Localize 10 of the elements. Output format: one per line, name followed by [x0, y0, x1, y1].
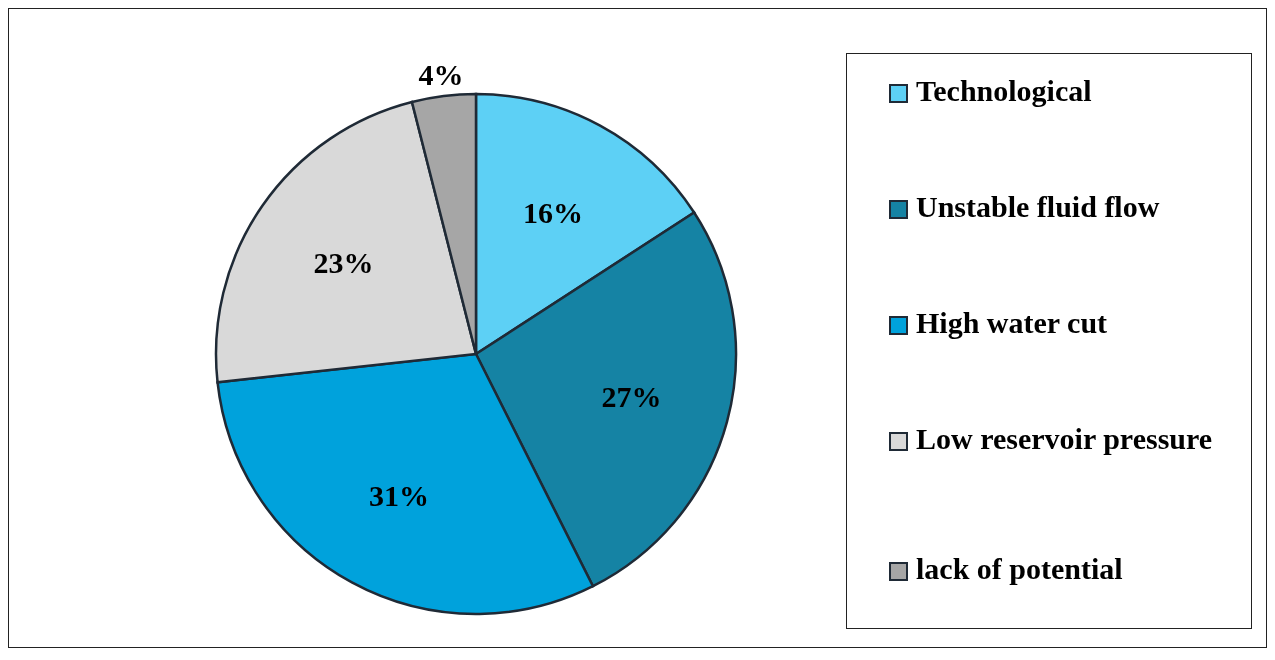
- data-label: 4%: [418, 57, 464, 91]
- legend-label: High water cut: [916, 305, 1109, 341]
- data-label: 16%: [522, 195, 583, 229]
- legend-label: lack of potential: [916, 551, 1124, 587]
- data-label: 23%: [313, 245, 374, 279]
- data-label: 31%: [369, 479, 430, 513]
- legend-label: Low reservoir pressure: [916, 421, 1214, 457]
- legend-label: Technological: [916, 73, 1093, 109]
- data-label: 27%: [601, 379, 662, 413]
- legend-label: Unstable fluid flow: [916, 189, 1161, 225]
